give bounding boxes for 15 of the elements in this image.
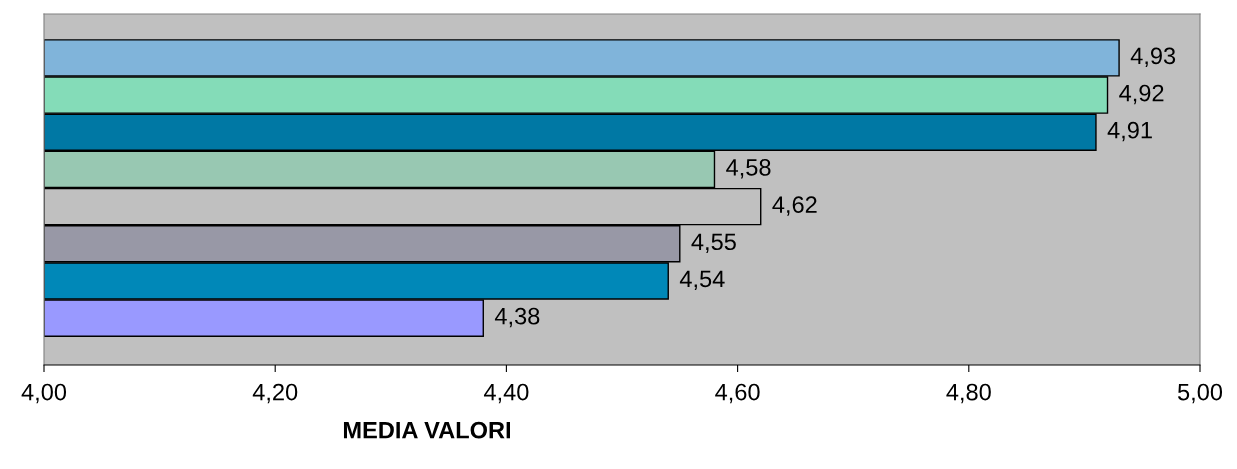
data-label: 4,91	[1107, 121, 1152, 142]
x-tick-label: 4,40	[483, 383, 529, 404]
x-axis-title: MEDIA VALORI	[343, 421, 511, 439]
data-label: 4,93	[1130, 47, 1176, 67]
x-tick-label: 4,80	[946, 383, 991, 404]
x-tick-label: 4,60	[715, 383, 760, 404]
x-tick-label: 4,20	[252, 383, 298, 404]
data-label: 4,58	[726, 159, 771, 179]
x-tick-label: 4,00	[21, 383, 67, 404]
x-tick-label: 5,00	[1177, 383, 1223, 404]
data-label: 4,38	[494, 307, 540, 328]
data-label: 4,62	[772, 196, 817, 216]
data-label: 4,54	[679, 270, 725, 291]
data-label: 4,92	[1119, 84, 1164, 105]
data-label: 4,55	[691, 233, 736, 253]
